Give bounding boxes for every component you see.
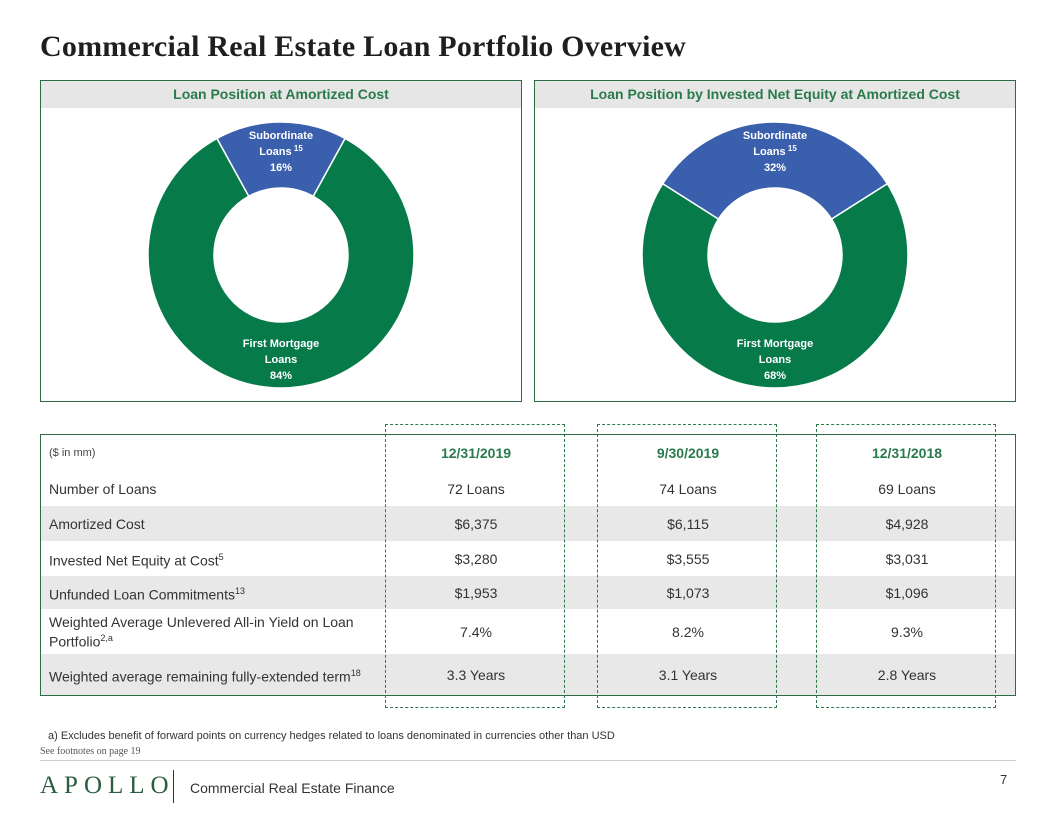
- slice-value-label: 68%: [764, 370, 786, 382]
- brand-name: Commercial Real Estate Finance: [190, 780, 395, 796]
- logo-separator: [173, 770, 174, 803]
- table-cell: $6,375: [454, 515, 498, 532]
- page-title: Commercial Real Estate Loan Portfolio Ov…: [40, 30, 686, 63]
- table-cell: $1,073: [666, 584, 710, 601]
- table-row: Unfunded Loan Commitments13 $1,953 $1,07…: [41, 576, 1015, 609]
- table-cell: 2.8 Years: [877, 666, 937, 683]
- column-header: 9/30/2019: [656, 445, 720, 461]
- slice-name-label: Loans: [265, 354, 297, 366]
- row-label: Amortized Cost: [49, 515, 145, 532]
- table-row: Weighted average remaining fully-extende…: [41, 654, 1015, 695]
- column-header: 12/31/2019: [440, 445, 512, 461]
- see-footnotes-note: See footnotes on page 19: [40, 746, 141, 757]
- footnote-marker: 5: [218, 551, 224, 562]
- table-row: Invested Net Equity at Cost5 $3,280 $3,5…: [41, 541, 1015, 576]
- chart-title: Loan Position by Invested Net Equity at …: [535, 81, 1015, 108]
- subordinate-loans-slice: [661, 121, 889, 221]
- table-row: Weighted Average Unlevered All-in Yield …: [41, 609, 1015, 654]
- unit-label: ($ in mm): [49, 447, 96, 459]
- footnote: a) Excludes benefit of forward points on…: [48, 730, 615, 742]
- column-highlight-box: [816, 424, 996, 708]
- footnote-marker: 2,a: [100, 632, 113, 643]
- footnote-marker: 13: [235, 585, 246, 596]
- footnote-marker: 18: [350, 667, 361, 678]
- table-row: Number of Loans 72 Loans 74 Loans 69 Loa…: [41, 471, 1015, 506]
- slice-name-label: Subordinate: [743, 130, 807, 142]
- table-cell: 72 Loans: [447, 480, 505, 497]
- table-cell: 74 Loans: [659, 480, 717, 497]
- chart-title: Loan Position at Amortized Cost: [41, 81, 521, 108]
- apollo-logo: APOLLO: [40, 772, 175, 799]
- table-cell: $1,096: [885, 584, 929, 601]
- slice-name-label: First Mortgage: [243, 338, 319, 350]
- chart-panel-amortized-cost: Loan Position at Amortized Cost Subordin…: [40, 80, 522, 402]
- table-row: Amortized Cost $6,375 $6,115 $4,928: [41, 506, 1015, 541]
- slice-name-label: Loans: [759, 354, 791, 366]
- table-cell: 3.1 Years: [658, 666, 718, 683]
- column-highlight-box: [597, 424, 777, 708]
- table-cell: $4,928: [885, 515, 929, 532]
- slice-value-label: 32%: [764, 162, 786, 174]
- slice-name-label: First Mortgage: [737, 338, 813, 350]
- table-cell: $3,280: [454, 550, 498, 567]
- page-number: 7: [1000, 772, 1008, 787]
- table-cell: 7.4%: [460, 623, 492, 640]
- row-label: Weighted average remaining fully-extende…: [49, 667, 361, 685]
- table-cell: 3.3 Years: [446, 666, 506, 683]
- table-cell: 69 Loans: [878, 480, 936, 497]
- footer-divider: [40, 760, 1016, 761]
- table-cell: 8.2%: [672, 623, 704, 640]
- table-cell: $3,031: [885, 550, 929, 567]
- slice-name-label: Subordinate: [249, 130, 313, 142]
- chart-panel-invested-equity: Loan Position by Invested Net Equity at …: [534, 80, 1016, 402]
- table-cell: 9.3%: [891, 623, 923, 640]
- table-cell: $1,953: [454, 584, 498, 601]
- slice-value-label: 16%: [270, 162, 292, 174]
- slice-value-label: 84%: [270, 370, 292, 382]
- table-cell: $6,115: [667, 515, 709, 532]
- row-label: Number of Loans: [49, 480, 157, 497]
- table-cell: $3,555: [666, 550, 710, 567]
- first-mortgage-loans-slice: [147, 137, 415, 389]
- column-header: 12/31/2018: [871, 445, 943, 461]
- row-label: Invested Net Equity at Cost5: [49, 551, 224, 569]
- portfolio-table: ($ in mm) 12/31/2019 9/30/2019 12/31/201…: [40, 434, 1016, 696]
- row-label: Unfunded Loan Commitments13: [49, 585, 246, 603]
- row-label: Weighted Average Unlevered All-in Yield …: [49, 613, 354, 650]
- table-header-row: ($ in mm) 12/31/2019 9/30/2019 12/31/201…: [41, 435, 1015, 471]
- column-highlight-box: [385, 424, 565, 708]
- first-mortgage-loans-slice: [641, 182, 909, 389]
